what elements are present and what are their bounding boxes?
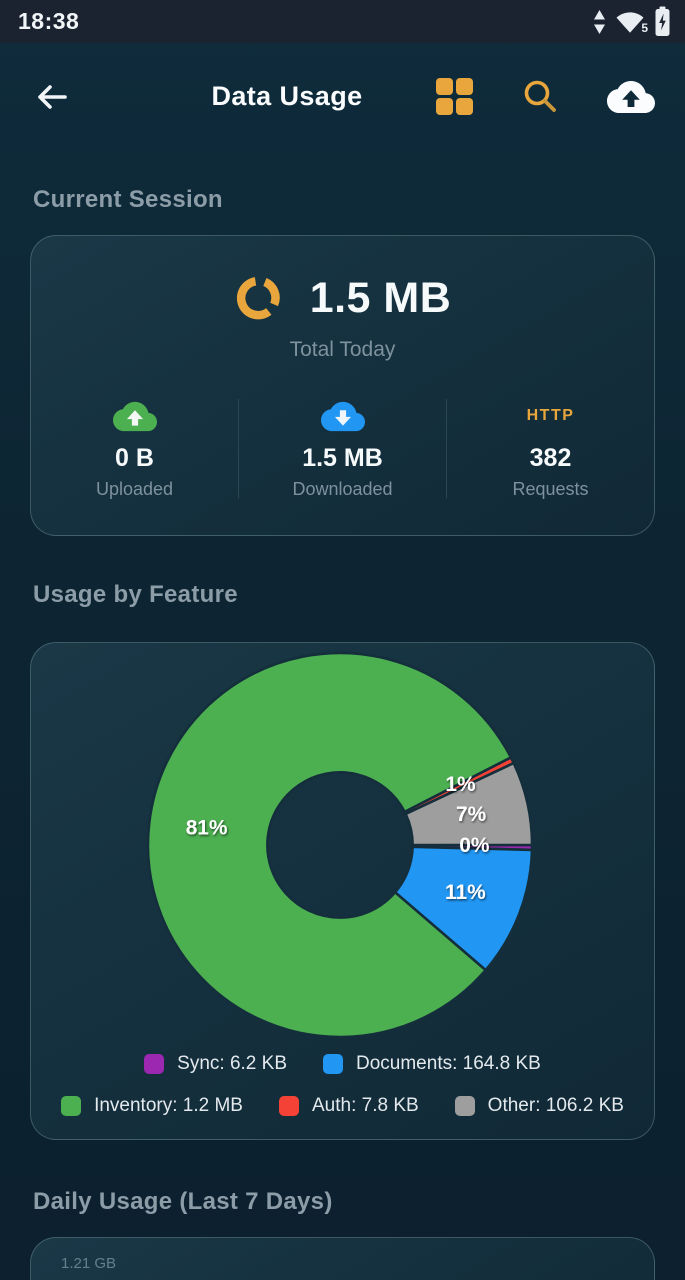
stat-requests: HTTP 382 Requests [447, 397, 654, 500]
cloud-upload-green-icon [112, 397, 157, 435]
legend-row: Inventory: 1.2 MB Auth: 7.8 KB Other: 106.… [31, 1086, 654, 1126]
section-label-usage-by-feature: Usage by Feature [33, 581, 238, 608]
wifi-generation-badge: 5 [641, 20, 648, 35]
feature-usage-donut-chart: 0% 11% 81% 1% 7% [146, 651, 534, 1039]
legend-item-documents: Documents: 164.8 KB [323, 1053, 541, 1075]
grid-menu-button[interactable] [435, 77, 474, 116]
legend-swatch-inventory [61, 1096, 82, 1116]
pie-slice-other[interactable] [403, 761, 534, 847]
page-title: Data Usage [211, 81, 363, 111]
pie-percent-label-auth: 1% [445, 773, 476, 796]
requests-label: Requests [512, 479, 589, 499]
stats-divider [238, 399, 239, 498]
wifi-icon: 5 [615, 10, 648, 35]
section-label-current-session: Current Session [33, 186, 223, 213]
grid-icon [435, 77, 474, 116]
status-bar: 18:38 5 [0, 0, 685, 43]
uploaded-value: 0 B [115, 444, 154, 472]
search-button[interactable] [522, 78, 559, 115]
legend-swatch-sync [144, 1054, 165, 1074]
pie-percent-label-sync: 0% [459, 834, 490, 857]
legend-row: Sync: 6.2 KB Documents: 164.8 KB [31, 1044, 654, 1084]
legend-label: Inventory: 1.2 MB [94, 1095, 243, 1116]
usage-by-feature-card: 0% 11% 81% 1% 7% Sync: 6.2 KB Documents: 164.… [30, 642, 655, 1140]
current-session-card: 1.5 MB Total Today 0 B Uploaded [30, 235, 655, 536]
app-bar-actions [435, 77, 655, 117]
legend-label: Sync: 6.2 KB [177, 1053, 287, 1074]
back-button[interactable] [30, 75, 74, 119]
total-usage-caption: Total Today [289, 338, 396, 361]
downloaded-value: 1.5 MB [302, 444, 383, 472]
total-usage-value: 1.5 MB [309, 273, 452, 322]
legend-label: Other: 106.2 KB [487, 1095, 624, 1116]
legend-swatch-auth [278, 1096, 299, 1116]
pie-percent-label-other: 7% [456, 803, 487, 826]
status-time: 18:38 [18, 8, 80, 34]
cloud-download-blue-icon [320, 397, 365, 435]
legend-item-inventory: Inventory: 1.2 MB [61, 1095, 243, 1117]
stat-uploaded: 0 B Uploaded [31, 397, 238, 500]
legend-item-sync: Sync: 6.2 KB [144, 1053, 287, 1075]
pie-slice-documents[interactable] [393, 845, 534, 972]
section-label-daily-usage: Daily Usage (Last 7 Days) [33, 1188, 333, 1215]
legend-swatch-other [454, 1096, 475, 1116]
data-activity-icon [593, 9, 606, 35]
pie-percent-label-documents: 11% [445, 881, 486, 904]
downloaded-label: Downloaded [292, 479, 393, 499]
legend-swatch-documents [323, 1054, 343, 1074]
progress-ring-icon [234, 273, 284, 323]
export-upload-button[interactable] [607, 77, 655, 117]
daily-usage-card: 1.21 GB [30, 1237, 655, 1280]
uploaded-label: Uploaded [95, 479, 174, 499]
pie-percent-label-inventory: 81% [186, 817, 228, 840]
battery-charging-icon [654, 6, 671, 37]
session-stats-row: 0 B Uploaded 1.5 MB Downloaded HTTP [31, 397, 654, 500]
legend-item-auth: Auth: 7.8 KB [278, 1095, 419, 1117]
legend-label: Auth: 7.8 KB [311, 1095, 419, 1116]
requests-value: 382 [529, 444, 572, 472]
pie-slice-inventory[interactable] [146, 651, 513, 1039]
legend-item-other: Other: 106.2 KB [454, 1095, 624, 1117]
app-bar: Data Usage [0, 43, 685, 150]
daily-chart-axis-label: 1.21 GB [61, 1255, 117, 1272]
cloud-upload-icon [607, 77, 655, 117]
search-icon [522, 78, 559, 115]
total-row: 1.5 MB [31, 273, 654, 323]
stat-downloaded: 1.5 MB Downloaded [239, 397, 446, 500]
chart-legend: Sync: 6.2 KB Documents: 164.8 KB Inventory… [31, 1044, 654, 1126]
stats-divider [446, 399, 447, 498]
status-icons: 5 [593, 6, 671, 37]
http-text-icon: HTTP [526, 407, 575, 424]
legend-label: Documents: 164.8 KB [356, 1053, 541, 1074]
